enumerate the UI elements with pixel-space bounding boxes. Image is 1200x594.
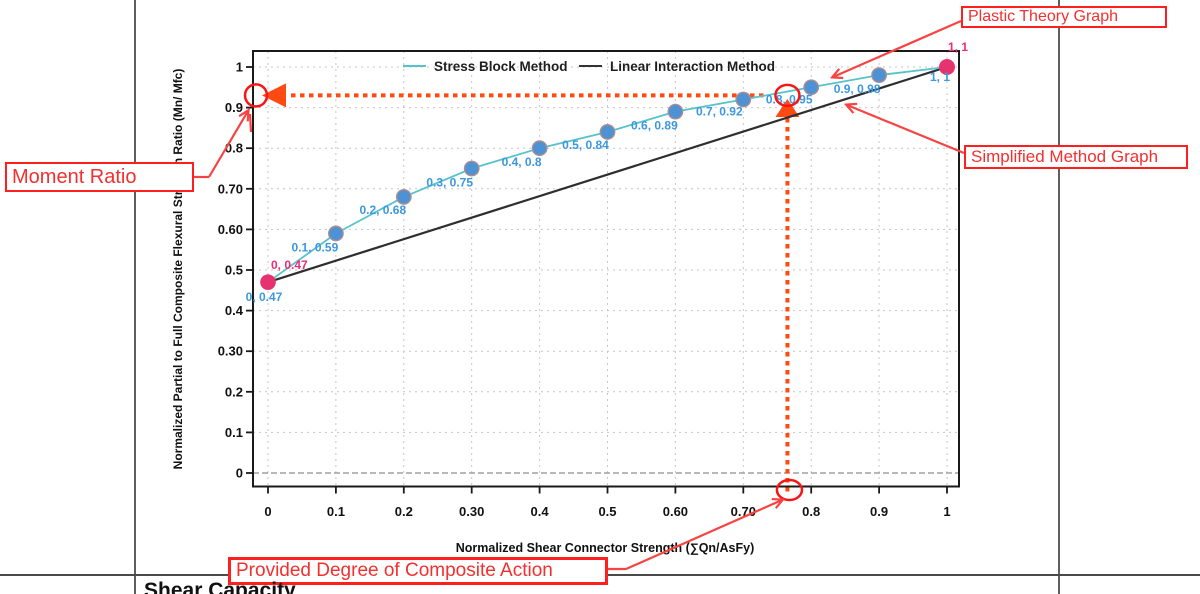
endpoint-label: 1, 1 — [948, 40, 968, 54]
plastic-theory-arrow — [833, 19, 962, 77]
x-tick-label: 0.8 — [802, 504, 820, 519]
point-label: 0.1, 0.59 — [292, 240, 339, 254]
left-arrowhead-marker — [262, 83, 286, 108]
point-label: 0.7, 0.92 — [696, 104, 743, 118]
callout-provided-degree: Provided Degree of Composite Action — [228, 557, 608, 585]
x-axis-title: Normalized Shear Connector Strength (∑Qn… — [456, 541, 755, 555]
data-point — [599, 124, 616, 140]
x-tick-label: 0.1 — [327, 504, 345, 519]
callout-plastic-theory-graph: Plastic Theory Graph — [961, 6, 1167, 28]
simplified-method-arrow — [847, 105, 965, 155]
point-label: 0, 0.47 — [246, 290, 283, 304]
highlight-circle-x-axis — [775, 478, 804, 502]
callout-simplified-method-label: Simplified Method Graph — [971, 147, 1159, 166]
highlight-circle-y-axis — [243, 83, 269, 108]
linear-interaction-line — [267, 65, 948, 284]
section-heading: Shear Capacity — [144, 579, 296, 594]
x-tick-label: 1 — [943, 504, 950, 519]
y-tick-label: 0.9 — [225, 100, 243, 115]
endpoint-marker — [939, 59, 955, 75]
x-tick-label: 0.4 — [531, 504, 550, 519]
data-point — [667, 103, 684, 120]
data-point — [531, 140, 548, 157]
callout-simplified-method-graph: Simplified Method Graph — [964, 145, 1188, 169]
point-label: 0.4, 0.8 — [502, 155, 542, 169]
y-tick-label: 0.30 — [218, 344, 243, 359]
point-label: 1, 1 — [930, 70, 950, 84]
callout-moment-ratio-label: Moment Ratio — [12, 165, 137, 188]
data-point — [735, 91, 752, 108]
y-tick-label: 0.60 — [218, 222, 243, 237]
point-label: 0.9, 0.98 — [834, 82, 881, 96]
callout-plastic-theory-label: Plastic Theory Graph — [968, 8, 1118, 25]
moment-ratio-arrow — [208, 111, 248, 178]
endpoint-marker — [260, 274, 276, 290]
legend-label-stress-block: Stress Block Method — [434, 59, 568, 74]
data-point — [803, 79, 820, 96]
y-tick-label: 0.5 — [225, 263, 243, 278]
point-label: 0.6, 0.89 — [631, 119, 678, 133]
y-tick-label: 0.4 — [225, 303, 244, 318]
endpoint-label: 0, 0.47 — [271, 258, 308, 272]
point-label: 0.2, 0.68 — [359, 203, 406, 217]
x-tick-label: 0.2 — [395, 504, 413, 519]
up-arrowhead-marker — [775, 99, 800, 117]
data-point — [395, 189, 412, 205]
x-tick-label: 0 — [264, 504, 271, 519]
plot-border — [252, 50, 960, 488]
callout-provided-degree-label: Provided Degree of Composite Action — [236, 560, 553, 581]
y-tick-label: 0.1 — [225, 425, 243, 440]
table-border-right — [1058, 0, 1060, 594]
highlight-circle-curve — [774, 83, 801, 108]
x-tick-label: 0.30 — [459, 504, 484, 519]
provided-degree-arrow — [625, 500, 782, 571]
x-tick-label: 0.9 — [870, 504, 888, 519]
y-tick-label: 0.8 — [225, 141, 243, 156]
moment-ratio-stub2 — [248, 113, 253, 133]
callout-moment-ratio: Moment Ratio — [5, 162, 194, 192]
data-point — [463, 160, 480, 177]
data-point — [871, 67, 887, 84]
y-tick-label: 1 — [236, 60, 243, 75]
legend-label-linear: Linear Interaction Method — [610, 59, 775, 74]
point-label: 0.3, 0.75 — [426, 176, 473, 190]
y-tick-label: 0 — [236, 466, 243, 481]
data-point — [327, 225, 344, 242]
point-label: 0.8, 0.95 — [766, 92, 813, 106]
y-tick-label: 0.2 — [225, 384, 243, 399]
point-label: 0.5, 0.84 — [562, 138, 609, 152]
x-tick-label: 0.5 — [598, 504, 616, 519]
table-border-left — [134, 0, 136, 594]
y-axis-title: Normalized Partial to Full Composite Fle… — [171, 69, 185, 470]
x-tick-label: 0.60 — [663, 504, 688, 519]
y-tick-label: 0.70 — [218, 181, 243, 196]
